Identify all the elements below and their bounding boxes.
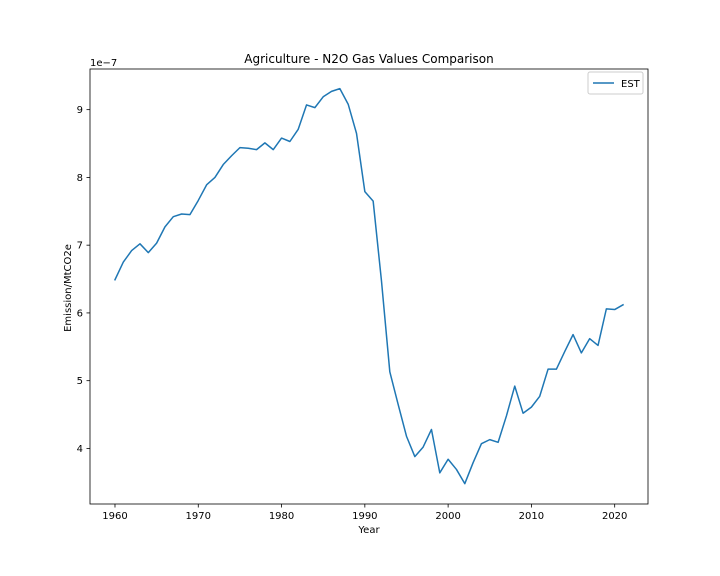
y-tick-label: 9	[77, 105, 83, 116]
x-tick-label: 2010	[519, 511, 544, 522]
axes	[89, 68, 649, 505]
x-tick-label: 1960	[102, 511, 127, 522]
y-tick-label: 7	[77, 241, 83, 252]
y-axis-ticks: 4 5 6 7 8 9	[77, 105, 90, 455]
y-tick-label: 6	[77, 308, 83, 319]
legend: EST	[587, 71, 644, 95]
x-axis-title: Year	[357, 525, 380, 536]
x-tick-label: 1980	[269, 511, 294, 522]
plot-frame	[89, 68, 649, 505]
y-tick-label: 4	[77, 444, 83, 455]
legend-label-est: EST	[621, 79, 641, 90]
x-axis-ticks: 1960 1970 1980 1990 2000 2010 2020	[102, 504, 627, 522]
x-tick-label: 2020	[602, 511, 627, 522]
x-tick-label: 1970	[186, 511, 211, 522]
y-tick-label: 8	[77, 173, 83, 184]
y-tick-label: 5	[77, 376, 83, 387]
series-line-est	[113, 87, 625, 485]
series-lines	[113, 87, 625, 485]
x-tick-label: 1990	[352, 511, 377, 522]
y-axis-offset-label: 1e−7	[90, 58, 117, 69]
chart-title: Agriculture - N2O Gas Values Comparison	[244, 52, 493, 66]
legend-frame	[587, 71, 644, 95]
y-axis-title: Emission/MtCO2e	[63, 244, 74, 332]
x-tick-label: 2000	[435, 511, 460, 522]
